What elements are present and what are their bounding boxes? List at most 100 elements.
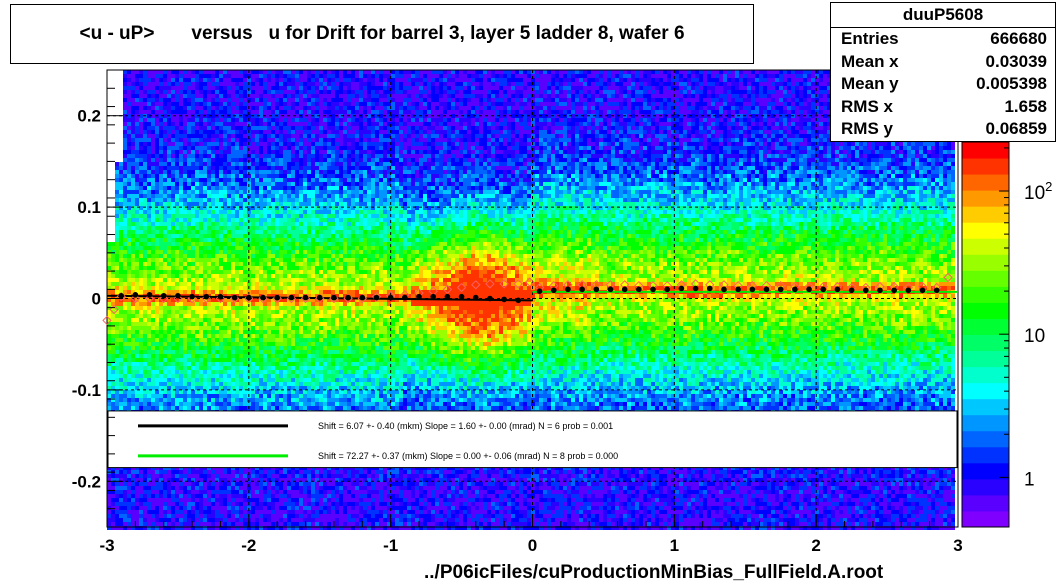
heatmap-cell (235, 138, 239, 142)
heatmap-cell (135, 370, 139, 374)
heatmap-cell (159, 482, 163, 486)
heatmap-cell (279, 250, 283, 254)
heatmap-cell (179, 474, 183, 478)
heatmap-cell (167, 198, 171, 202)
heatmap-cell (187, 334, 191, 338)
heatmap-cell (255, 106, 259, 110)
heatmap-cell (203, 210, 207, 214)
heatmap-cell (127, 138, 131, 142)
heatmap-cell (239, 238, 243, 242)
heatmap-cell (195, 378, 199, 382)
heatmap-cell (203, 402, 207, 406)
heatmap-cell (179, 522, 183, 526)
heatmap-cell (115, 354, 119, 358)
heatmap-cell (215, 362, 219, 366)
heatmap-cell (155, 318, 159, 322)
heatmap-cell (183, 106, 187, 110)
heatmap-cell (259, 162, 263, 166)
heatmap-cell (123, 82, 127, 86)
heatmap-cell (123, 306, 127, 310)
heatmap-cell (239, 402, 243, 406)
heatmap-cell (163, 498, 167, 502)
heatmap-cell (203, 134, 207, 138)
heatmap-cell (115, 322, 119, 326)
heatmap-cell (147, 266, 151, 270)
heatmap-cell (143, 130, 147, 134)
heatmap-cell (191, 162, 195, 166)
heatmap-cell (123, 502, 127, 506)
heatmap-cell (171, 122, 175, 126)
heatmap-cell (283, 314, 287, 318)
heatmap-cell (207, 266, 211, 270)
heatmap-cell (143, 254, 147, 258)
heatmap-cell (127, 378, 131, 382)
heatmap-cell (255, 102, 259, 106)
heatmap-cell (155, 374, 159, 378)
heatmap-cell (203, 342, 207, 346)
heatmap-cell (179, 510, 183, 514)
heatmap-cell (227, 310, 231, 314)
heatmap-cell (255, 130, 259, 134)
heatmap-cell (151, 90, 155, 94)
heatmap-cell (235, 262, 239, 266)
heatmap-cell (199, 210, 203, 214)
heatmap-cell (119, 522, 123, 526)
heatmap-cell (131, 78, 135, 82)
heatmap-cell (263, 330, 267, 334)
heatmap-cell (183, 498, 187, 502)
heatmap-cell (275, 350, 279, 354)
heatmap-cell (251, 322, 255, 326)
heatmap-cell (187, 150, 191, 154)
heatmap-cell (195, 170, 199, 174)
heatmap-cell (187, 346, 191, 350)
heatmap-cell (271, 286, 275, 290)
heatmap-cell (255, 250, 259, 254)
heatmap-cell (255, 474, 259, 478)
heatmap-cell (135, 326, 139, 330)
heatmap-cell (199, 90, 203, 94)
heatmap-cell (111, 278, 115, 282)
heatmap-cell (127, 270, 131, 274)
heatmap-cell (191, 142, 195, 146)
heatmap-cell (119, 370, 123, 374)
heatmap-cell (283, 106, 287, 110)
heatmap-cell (195, 106, 199, 110)
heatmap-cell (119, 202, 123, 206)
heatmap-cell (111, 514, 115, 518)
heatmap-cell (107, 350, 111, 354)
heatmap-cell (143, 470, 147, 474)
heatmap-cell (223, 366, 227, 370)
heatmap-cell (123, 110, 127, 114)
heatmap-cell (163, 186, 167, 190)
heatmap-cell (143, 186, 147, 190)
heatmap-cell (155, 326, 159, 330)
heatmap-cell (171, 182, 175, 186)
heatmap-cell (179, 306, 183, 310)
heatmap-cell (151, 382, 155, 386)
heatmap-cell (251, 78, 255, 82)
heatmap-cell (179, 190, 183, 194)
heatmap-cell (123, 506, 127, 510)
heatmap-cell (251, 286, 255, 290)
heatmap-cell (267, 278, 271, 282)
heatmap-cell (211, 522, 215, 526)
heatmap-cell (163, 166, 167, 170)
heatmap-cell (267, 82, 271, 86)
heatmap-cell (239, 346, 243, 350)
heatmap-cell (183, 334, 187, 338)
heatmap-cell (151, 198, 155, 202)
heatmap-cell (239, 94, 243, 98)
heatmap-cell (191, 254, 195, 258)
heatmap-cell (279, 210, 283, 214)
heatmap-cell (243, 342, 247, 346)
heatmap-cell (119, 498, 123, 502)
heatmap-cell (119, 470, 123, 474)
heatmap-cell (263, 190, 267, 194)
heatmap-cell (203, 374, 207, 378)
heatmap-cell (235, 170, 239, 174)
heatmap-cell (195, 278, 199, 282)
heatmap-cell (143, 518, 147, 522)
heatmap-cell (179, 270, 183, 274)
heatmap-cell (139, 306, 143, 310)
heatmap-cell (243, 254, 247, 258)
